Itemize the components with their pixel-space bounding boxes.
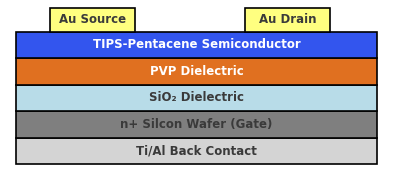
Bar: [16, 58, 377, 85]
Text: Au Drain: Au Drain: [259, 13, 316, 26]
Text: Au Source: Au Source: [59, 13, 126, 26]
Bar: [16, 32, 377, 58]
Text: n+ Silcon Wafer (Gate): n+ Silcon Wafer (Gate): [120, 118, 273, 131]
Text: PVP Dielectric: PVP Dielectric: [150, 65, 243, 78]
Bar: [16, 111, 377, 138]
Bar: [50, 8, 135, 32]
Text: TIPS-Pentacene Semiconductor: TIPS-Pentacene Semiconductor: [93, 38, 300, 51]
Text: Ti/Al Back Contact: Ti/Al Back Contact: [136, 144, 257, 157]
Bar: [16, 138, 377, 164]
Bar: [245, 8, 330, 32]
Bar: [16, 85, 377, 111]
Text: SiO₂ Dielectric: SiO₂ Dielectric: [149, 91, 244, 104]
